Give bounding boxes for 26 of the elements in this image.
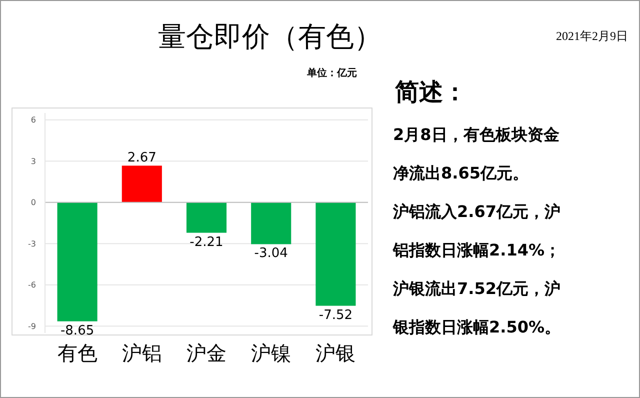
y-tick-label: -3 bbox=[28, 239, 36, 248]
text: 2月8日，有色板块资金 bbox=[393, 125, 560, 144]
data-label: -8.65 bbox=[60, 323, 94, 338]
text: 铝指数日涨幅2.14%； bbox=[392, 240, 561, 260]
y-tick-label: 6 bbox=[30, 116, 36, 125]
x-tick-label: 沪金 bbox=[186, 341, 226, 365]
data-label: -7.52 bbox=[318, 308, 353, 323]
y-tick-label: -9 bbox=[28, 322, 36, 331]
data-label: 2.67 bbox=[127, 150, 156, 166]
x-tick-label: 沪银 bbox=[316, 341, 356, 365]
y-tick-label: 3 bbox=[30, 156, 36, 166]
y-tick-label: -6 bbox=[28, 280, 36, 290]
x-tick-label: 有色 bbox=[57, 341, 98, 365]
text: 沪银流出7.52亿元，沪 bbox=[392, 279, 560, 298]
x-tick-label: 沪铝 bbox=[122, 341, 162, 365]
text: 沪铝流入2.67亿元，沪 bbox=[392, 202, 560, 221]
text: 简述： bbox=[394, 78, 467, 106]
chart-title: 量仓即价（有色） bbox=[158, 20, 382, 53]
text: 2021年2月9日 bbox=[556, 29, 628, 43]
y-tick-label: 0 bbox=[30, 198, 36, 208]
data-label: -3.04 bbox=[254, 246, 288, 262]
x-tick-label: 沪镍 bbox=[251, 341, 292, 365]
data-label: -2.21 bbox=[190, 234, 224, 250]
text: 净流出8.65亿元。 bbox=[393, 164, 528, 182]
chart-subtitle: 单位：亿元 bbox=[306, 67, 357, 79]
text: 银指数日涨幅2.50%。 bbox=[392, 318, 561, 336]
